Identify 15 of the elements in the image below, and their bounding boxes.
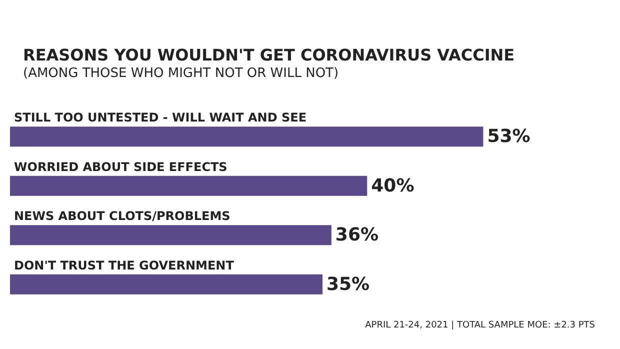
data-label: 36% (335, 224, 379, 246)
data-label: 53% (487, 126, 530, 148)
y-tick-label: STILL TOO UNTESTED - WILL WAIT AND SEE (14, 110, 307, 125)
bar (10, 176, 368, 196)
bar (10, 126, 484, 147)
y-tick-label: WORRIED ABOUT SIDE EFFECTS (14, 160, 228, 174)
data-label: 35% (326, 274, 370, 295)
data-label: 40% (371, 175, 414, 196)
bar (10, 225, 332, 246)
chart-title: REASONS YOU WOULDN'T GET CORONAVIRUS VACCINE (23, 46, 515, 64)
bar (10, 274, 322, 294)
chart-subtitle: (AMONG THOSE WHO MIGHT NOT OR WILL NOT) (23, 66, 339, 81)
text: APRIL 21-24, 2021 | TOTAL SAMPLE MOE: ±2.3 PTS (365, 320, 596, 330)
y-tick-label: NEWS ABOUT CLOTS/PROBLEMS (14, 209, 230, 224)
y-tick-label: DON'T TRUST THE GOVERNMENT (14, 258, 235, 272)
